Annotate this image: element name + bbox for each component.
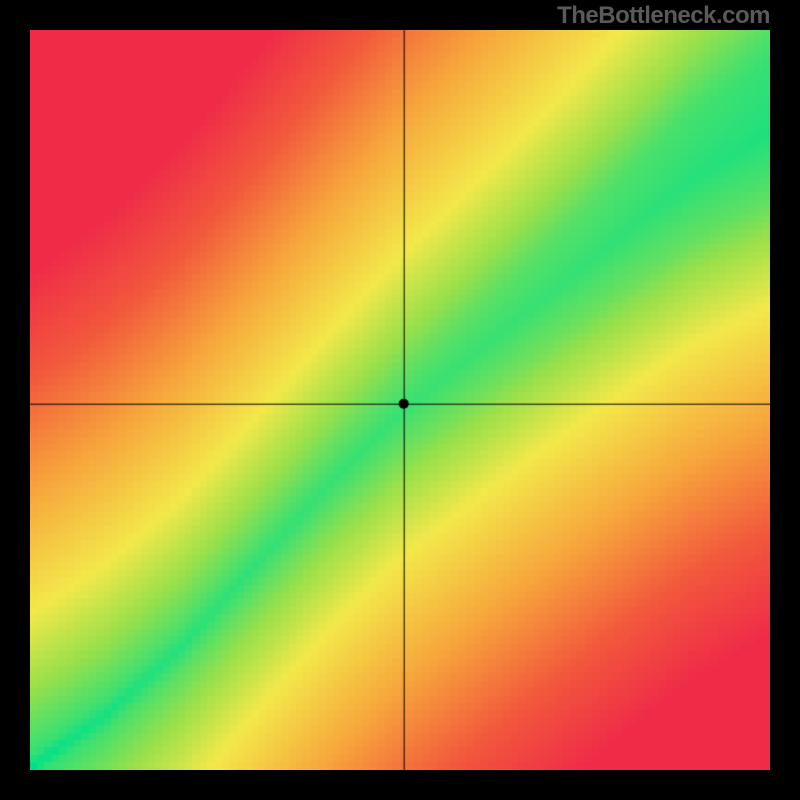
watermark-text: TheBottleneck.com bbox=[557, 2, 770, 30]
bottleneck-heatmap bbox=[30, 30, 770, 770]
